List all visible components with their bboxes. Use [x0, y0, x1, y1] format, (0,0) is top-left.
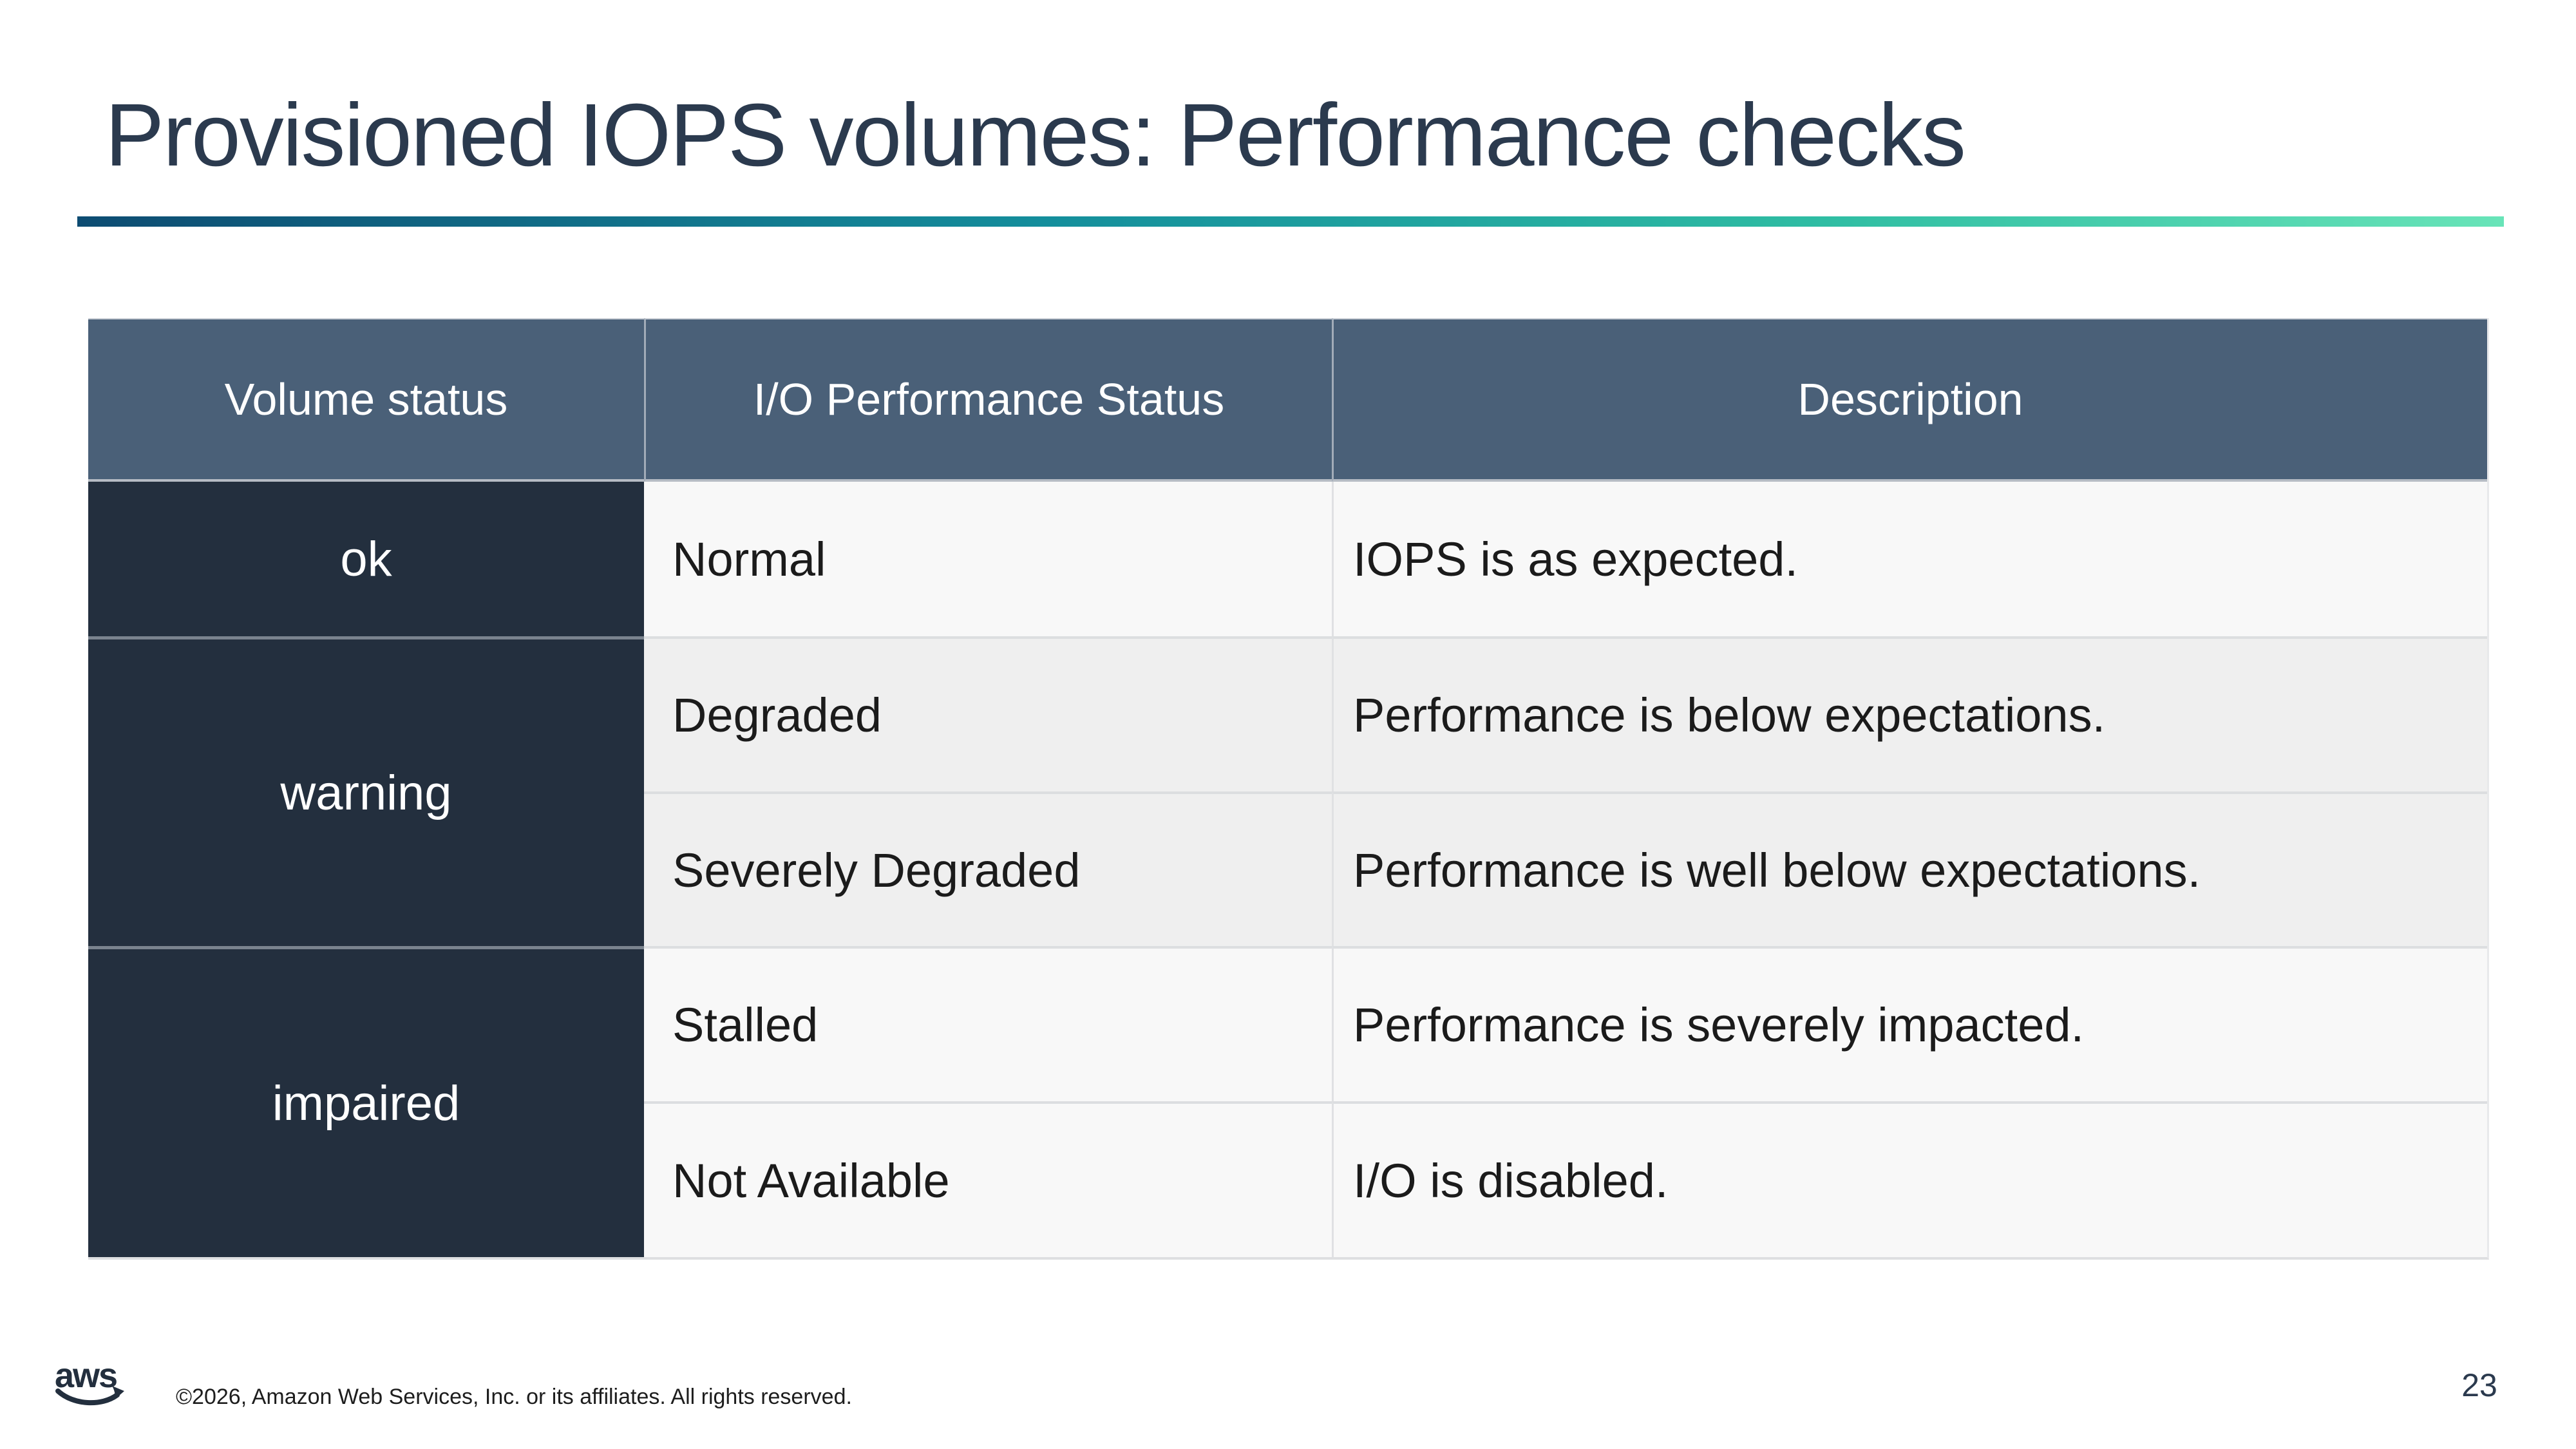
page-title: Provisioned IOPS volumes: Performance ch… [105, 86, 1966, 185]
perf-cell-severely-degraded: Severely Degraded [644, 791, 1332, 946]
page-number: 23 [2461, 1367, 2497, 1403]
desc-cell-severely-degraded: Performance is well below expectations. [1332, 791, 2487, 946]
desc-cell-normal: IOPS is as expected. [1332, 482, 2487, 636]
perf-cell-degraded: Degraded [644, 636, 1332, 791]
header-cell-volume-status: Volume status [88, 318, 644, 482]
perf-cell-normal: Normal [644, 482, 1332, 636]
header-cell-io-performance-status: I/O Performance Status [644, 318, 1332, 482]
copyright-text: ©2026, Amazon Web Services, Inc. or its … [176, 1385, 852, 1409]
performance-status-table: Volume status I/O Performance Status Des… [88, 318, 2489, 1260]
aws-smile-icon [55, 1388, 120, 1406]
volume-status-cell-warning: warning [88, 636, 644, 946]
desc-cell-not-available: I/O is disabled. [1332, 1101, 2487, 1257]
volume-status-cell-impaired: impaired [88, 946, 644, 1257]
perf-cell-not-available: Not Available [644, 1101, 1332, 1257]
desc-cell-degraded: Performance is below expectations. [1332, 636, 2487, 791]
aws-logo: aws [55, 1356, 124, 1406]
title-accent-bar [77, 216, 2504, 227]
desc-cell-stalled: Performance is severely impacted. [1332, 946, 2487, 1101]
header-cell-description: Description [1332, 318, 2487, 482]
volume-status-cell-ok: ok [88, 482, 644, 636]
aws-logo-text: aws [55, 1356, 117, 1395]
aws-smile-arrowhead-icon [112, 1386, 124, 1400]
perf-cell-stalled: Stalled [644, 946, 1332, 1101]
